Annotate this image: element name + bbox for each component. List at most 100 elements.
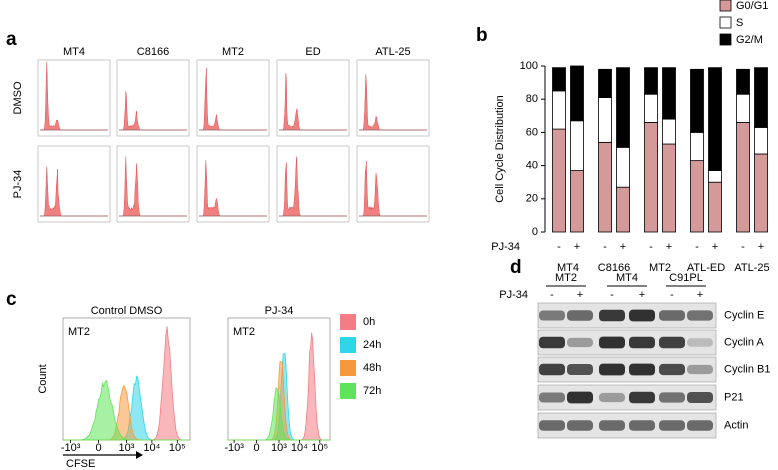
histogram-frame	[116, 145, 190, 223]
group-label: ATL-25	[734, 262, 769, 274]
treatment-sign: +	[639, 289, 645, 301]
plot-title: Control DMSO	[91, 305, 163, 317]
blot-band	[687, 392, 713, 403]
y-tick-label: 80	[526, 93, 538, 105]
blot-band	[629, 420, 655, 431]
x-tick-label: 10³	[271, 442, 287, 454]
protein-label: Cyclin E	[724, 309, 764, 321]
y-tick-label: 0	[532, 226, 538, 238]
cell-line-label: C91PL	[669, 272, 703, 284]
blot-band	[659, 363, 685, 376]
protein-label: Actin	[724, 419, 748, 431]
bar-segment	[754, 127, 768, 155]
histogram	[359, 74, 427, 131]
histogram-frame	[356, 59, 430, 137]
blot-band	[687, 420, 713, 431]
x-arrow-head	[136, 451, 143, 459]
blot-band	[539, 420, 565, 431]
x-tick-label: -	[741, 241, 745, 253]
histogram	[359, 161, 427, 217]
histogram	[228, 387, 330, 441]
bar-segment	[552, 128, 566, 233]
row-label: DMSO	[12, 81, 24, 114]
legend-swatch	[719, 33, 732, 46]
histogram-frame	[196, 59, 270, 137]
x-tick-label: -	[557, 241, 561, 253]
bar-segment	[616, 67, 630, 148]
histogram-frame	[116, 59, 190, 137]
histogram	[279, 73, 347, 131]
y-tick-label: 60	[526, 126, 538, 138]
histogram	[119, 156, 187, 217]
legend-label: S	[736, 17, 743, 29]
blot-band	[539, 310, 565, 321]
x-tick-label: -10³	[224, 442, 244, 454]
histogram	[40, 61, 108, 131]
blot-strip	[537, 412, 717, 439]
bar-segment	[754, 153, 768, 233]
blot-band	[629, 363, 655, 376]
blot-band	[539, 392, 565, 403]
blot-band	[659, 336, 685, 349]
blot-band	[599, 363, 625, 376]
plot-title: PJ-34	[265, 305, 294, 317]
x-tick-label: 0	[253, 442, 259, 454]
blot-band	[687, 364, 713, 375]
bar-segment	[552, 67, 566, 92]
bar-segment	[690, 160, 704, 233]
histogram	[63, 379, 190, 441]
group-label: MT4	[557, 262, 579, 274]
histogram	[199, 67, 267, 131]
y-axis-label: Count	[37, 364, 49, 393]
blot-band	[567, 364, 593, 375]
column-title: ED	[305, 46, 320, 58]
legend-swatch	[719, 0, 732, 12]
treatment-sign: +	[697, 289, 703, 301]
bar-segment	[644, 67, 658, 95]
sample-label: MT2	[233, 326, 255, 338]
x-tick-label: 10⁵	[169, 442, 186, 454]
protein-label: Cyclin B1	[724, 363, 770, 375]
legend-label: 48h	[363, 362, 381, 374]
y-axis-label: Cell Cycle Distribution	[494, 95, 506, 203]
blot-band	[659, 310, 685, 321]
treatment-sign: -	[610, 289, 614, 301]
x-tick-label: -	[603, 241, 607, 253]
x-tick-label: +	[758, 241, 764, 253]
histogram-frame	[356, 145, 430, 223]
blot-band	[567, 310, 593, 321]
bar-segment	[644, 93, 658, 123]
x-tick-label: 0	[95, 442, 101, 454]
legend-label: G0/G1	[736, 0, 768, 12]
blot-band	[539, 363, 565, 376]
legend-label: 24h	[363, 339, 381, 351]
bar-segment	[598, 97, 612, 143]
legend-label: G2/M	[736, 34, 763, 46]
y-tick-label: 40	[526, 160, 538, 172]
sample-label: MT2	[68, 326, 90, 338]
bar-segment	[736, 68, 750, 95]
x-tick-label: +	[712, 241, 718, 253]
legend-swatch	[340, 383, 356, 399]
bar-segment	[644, 122, 658, 233]
bar-segment	[708, 67, 722, 171]
group-label: C8166	[598, 262, 630, 274]
histogram	[199, 160, 267, 217]
x-tick-label: 10³	[119, 442, 135, 454]
legend-label: 0h	[363, 316, 375, 328]
blot-band	[567, 391, 593, 404]
x-tick-label: -	[695, 241, 699, 253]
histogram-frame	[276, 59, 350, 137]
blot-band	[599, 309, 625, 322]
histogram	[119, 91, 187, 131]
x-tick-label: -	[649, 241, 653, 253]
x-tick-label: -10³	[61, 442, 81, 454]
bar-segment	[552, 90, 566, 130]
bar-segment	[708, 181, 722, 233]
x-tick-label: +	[574, 241, 580, 253]
row-label: PJ-34	[12, 170, 24, 199]
legend-swatch	[340, 314, 356, 330]
bar-segment	[570, 170, 584, 233]
y-tick-label: 100	[520, 60, 538, 72]
